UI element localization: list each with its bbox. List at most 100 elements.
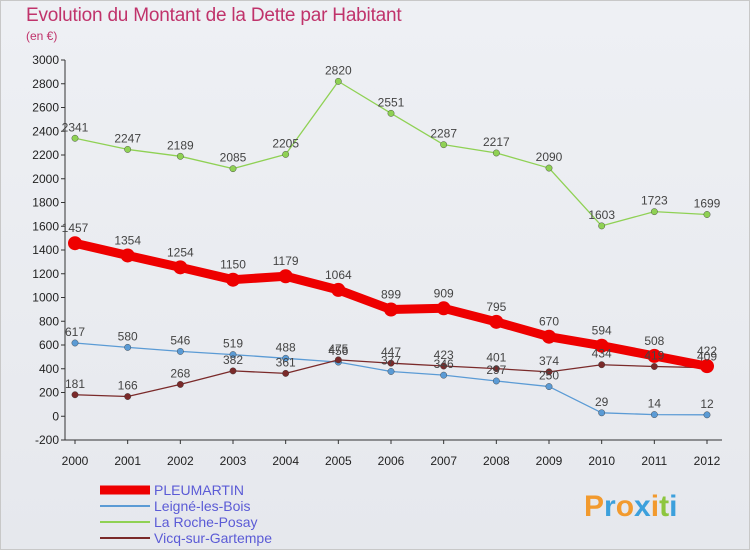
x-tick-label: 2003 — [220, 454, 247, 468]
data-point — [334, 77, 342, 85]
data-label: 401 — [486, 351, 506, 365]
data-label: 1064 — [325, 268, 352, 282]
data-point — [282, 151, 290, 158]
y-tick-label: -200 — [35, 433, 59, 447]
data-point — [703, 211, 711, 218]
y-tick-label: 200 — [39, 386, 59, 400]
data-point — [71, 391, 79, 399]
data-point — [594, 338, 609, 353]
data-point — [387, 368, 395, 375]
data-label: 361 — [276, 355, 296, 369]
data-label: 12 — [700, 397, 714, 411]
data-point — [598, 361, 606, 369]
data-point — [334, 356, 342, 364]
data-label: 909 — [434, 286, 454, 300]
y-tick-label: 1400 — [32, 243, 59, 257]
data-point — [647, 348, 662, 363]
y-tick-label: 600 — [39, 338, 59, 352]
data-point — [120, 248, 135, 263]
data-point — [68, 236, 82, 251]
data-label: 377 — [381, 353, 401, 367]
data-point — [278, 269, 293, 284]
y-tick-label: 400 — [39, 362, 59, 376]
data-point — [440, 362, 448, 370]
x-tick-label: 2002 — [167, 454, 194, 468]
data-label: 546 — [170, 333, 190, 347]
data-label: 2551 — [378, 95, 405, 109]
data-point — [124, 393, 132, 400]
y-tick-label: 1200 — [32, 267, 59, 281]
data-label: 670 — [539, 315, 559, 329]
y-tick-label: 2400 — [32, 124, 59, 138]
data-point — [176, 152, 184, 160]
data-label: 1603 — [588, 208, 615, 222]
data-point — [384, 302, 398, 317]
data-label: 409 — [697, 350, 717, 364]
data-point — [229, 351, 237, 359]
legend-label: PLEUMARTIN — [154, 482, 244, 498]
data-point — [440, 141, 448, 149]
data-label: 456 — [328, 344, 348, 358]
data-label: 1457 — [62, 221, 89, 235]
x-tick-label: 2001 — [114, 454, 141, 468]
data-label: 1354 — [114, 233, 141, 247]
data-point — [650, 411, 658, 418]
logo-letter: i — [650, 490, 660, 523]
proxiti-logo: Proxiti — [584, 490, 677, 524]
y-tick-label: 2000 — [32, 172, 59, 186]
data-label: 382 — [223, 353, 243, 367]
data-point — [387, 359, 395, 367]
data-label: 594 — [592, 324, 612, 338]
data-label: 508 — [644, 334, 664, 348]
data-label: 166 — [118, 379, 138, 393]
data-point — [173, 260, 188, 275]
data-label: 423 — [434, 348, 454, 362]
y-tick-label: 2600 — [32, 101, 59, 115]
data-point — [71, 339, 79, 347]
data-label: 1699 — [694, 196, 721, 210]
data-point — [71, 134, 79, 142]
data-point — [489, 314, 504, 329]
logo-letter: r — [604, 490, 616, 523]
y-tick-label: 2200 — [32, 148, 59, 162]
data-label: 488 — [276, 340, 296, 354]
data-point — [229, 367, 237, 375]
data-label: 434 — [592, 347, 612, 361]
chart-subtitle: (en €) — [26, 29, 58, 43]
data-label: 475 — [328, 342, 348, 356]
data-point — [124, 146, 132, 153]
data-point — [545, 368, 553, 376]
data-point — [542, 329, 556, 344]
x-tick-label: 2007 — [430, 454, 457, 468]
data-point — [124, 343, 132, 351]
data-label: 519 — [223, 337, 243, 351]
data-label: 447 — [381, 345, 401, 359]
x-tick-label: 2011 — [641, 454, 667, 468]
data-label: 422 — [697, 344, 717, 358]
data-point — [226, 272, 240, 287]
data-point — [440, 371, 448, 379]
data-point — [545, 383, 553, 390]
data-point — [436, 301, 451, 316]
data-point — [703, 411, 711, 419]
data-label: 580 — [118, 329, 138, 343]
x-tick-label: 2000 — [62, 454, 89, 468]
data-point — [598, 222, 606, 230]
data-label: 2217 — [483, 135, 510, 149]
data-label: 181 — [65, 377, 85, 391]
legend-label: Leigné-les-Bois — [154, 498, 251, 514]
data-point — [331, 282, 346, 297]
data-point — [176, 348, 184, 355]
data-label: 268 — [170, 366, 190, 380]
data-label: 1254 — [167, 245, 194, 259]
data-label: 2085 — [220, 151, 247, 165]
logo-letter: i — [669, 490, 678, 523]
x-tick-label: 2010 — [588, 454, 615, 468]
data-label: 1179 — [273, 254, 299, 268]
data-label: 374 — [539, 354, 559, 368]
data-label: 2820 — [325, 63, 352, 77]
x-tick-label: 2005 — [325, 454, 352, 468]
data-label: 419 — [644, 348, 664, 362]
y-tick-label: 0 — [52, 409, 59, 423]
